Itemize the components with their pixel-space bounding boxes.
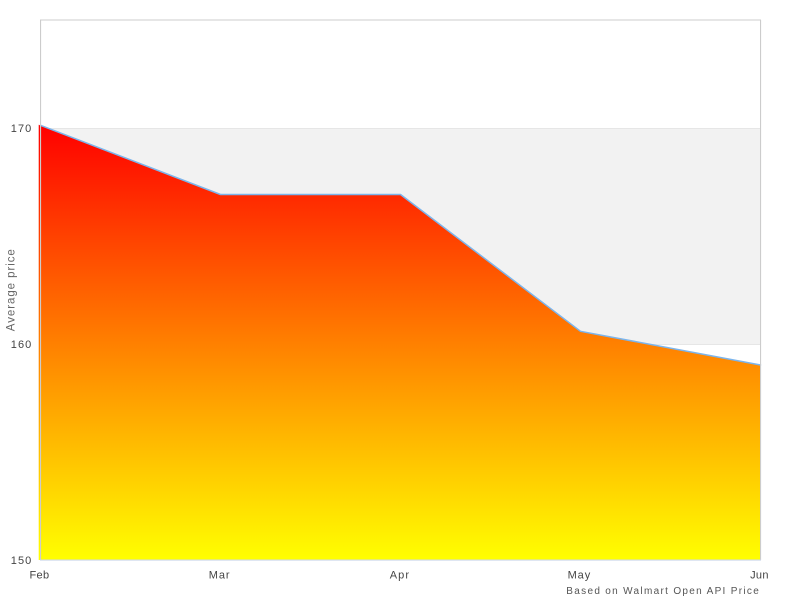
svg-text:Based on Walmart Open API Pric: Based on Walmart Open API Price: [566, 586, 759, 597]
svg-text:Apr: Apr: [390, 570, 410, 582]
svg-text:150: 150: [11, 555, 31, 567]
svg-text:Jun: Jun: [750, 570, 768, 582]
svg-text:Average price: Average price: [5, 249, 17, 331]
svg-text:Mar: Mar: [209, 570, 230, 582]
svg-text:160: 160: [11, 339, 31, 351]
svg-text:May: May: [568, 570, 591, 582]
svg-text:170: 170: [11, 123, 31, 135]
svg-text:Feb: Feb: [29, 570, 49, 582]
